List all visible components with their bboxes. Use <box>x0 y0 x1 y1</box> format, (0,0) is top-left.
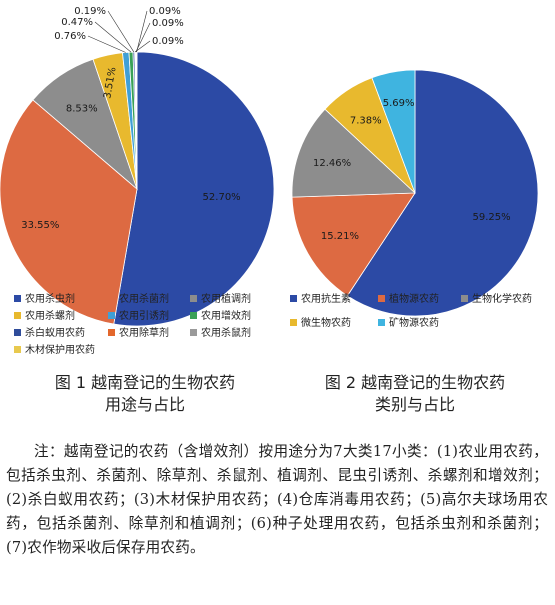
pie-chart-1: 52.70% 33.55% 8.53% 3.51% 0.76% 0.47%0.19% 0.0… <box>0 6 275 327</box>
callout-line-10 <box>136 10 148 53</box>
slice-label-4: 7.38% <box>350 115 382 126</box>
legend-swatch-4 <box>14 312 21 319</box>
callout-line-5 <box>87 35 126 53</box>
callout-line-6 <box>94 21 132 53</box>
figure-2-subtitle: 类别与占比 <box>374 395 455 414</box>
legend-swatch-10 <box>14 346 21 353</box>
figure-1-caption: 图 1 越南登记的生物农药 用途与占比 <box>20 372 270 416</box>
slice-label-3: 12.46% <box>313 158 351 169</box>
legend-label-9: 农用杀鼠剂 <box>201 326 251 339</box>
legend-swatch-8 <box>108 329 115 336</box>
pie-slice-1 <box>346 69 539 317</box>
slice-label-8: 0.09% <box>152 36 184 47</box>
slice-label-5: 5.69% <box>383 98 415 109</box>
legend-label-2: 农用杀菌剂 <box>119 292 169 305</box>
slice-label-10: 0.09% <box>149 6 181 17</box>
legend-swatch-1 <box>290 295 297 302</box>
legend-label-5: 矿物源农药 <box>389 316 439 329</box>
legend-swatch-2 <box>108 295 115 302</box>
legend-label-1: 农用杀虫剂 <box>25 292 75 305</box>
slice-label-3: 8.53% <box>66 103 98 114</box>
pie-slice-2 <box>0 99 138 325</box>
slice-label-2: 15.21% <box>321 231 359 242</box>
legend-label-4: 农用杀螺剂 <box>25 309 75 322</box>
legend-label-1: 农用抗生素 <box>301 292 351 305</box>
legend-label-10: 木材保护用农药 <box>25 343 95 356</box>
slice-label-5: 0.76% <box>54 31 86 42</box>
legend-swatch-6 <box>190 312 197 319</box>
slice-label-1: 59.25% <box>473 212 511 223</box>
slice-label-9: 0.09% <box>152 18 184 29</box>
pie-slice-1 <box>113 51 275 327</box>
legend-label-5: 农用引诱剂 <box>119 309 169 322</box>
pie-slice-5 <box>371 69 416 194</box>
figure-note: 注：越南登记的农药（含增效剂）按用途分为7大类17小类：(1)农业用农药，包括杀… <box>6 443 548 556</box>
figure-1-title: 图 1 越南登记的生物农药 <box>54 373 236 392</box>
slice-label-1: 52.70% <box>203 192 241 203</box>
legend-label-2: 植物源农药 <box>389 292 439 305</box>
legend-label-7: 杀白蚁用农药 <box>25 326 85 339</box>
charts-area: 52.70% 33.55% 8.53% 3.51% 0.76% 0.47%0.19% 0.0… <box>0 6 539 356</box>
legend-label-6: 农用增效剂 <box>201 309 251 322</box>
slice-label-4: 3.51% <box>102 66 118 99</box>
legend-label-8: 农用除草剂 <box>119 326 169 339</box>
legend-label-4: 微生物农药 <box>301 316 351 329</box>
callout-line-9 <box>135 22 151 53</box>
callout-line-7 <box>107 10 135 53</box>
legend-swatch-4 <box>290 319 297 326</box>
legend-swatch-1 <box>14 295 21 302</box>
pie-slice-2 <box>291 192 416 297</box>
figure-2-title: 图 2 越南登记的生物农药 <box>324 373 506 392</box>
legend-swatch-9 <box>190 329 197 336</box>
figure-2-caption: 图 2 越南登记的生物农药 类别与占比 <box>290 372 540 416</box>
legend-swatch-2 <box>378 295 385 302</box>
legend-swatch-3 <box>461 295 468 302</box>
slice-label-6: 0.47% <box>61 17 93 28</box>
legend-swatch-5 <box>378 319 385 326</box>
pie-slice-3 <box>291 108 416 198</box>
legend-label-3: 农用植调剂 <box>201 292 251 305</box>
legend-swatch-5 <box>108 312 115 319</box>
callout-line-8 <box>134 40 151 53</box>
legend-label-3: 生物化学农药 <box>472 292 532 305</box>
slice-label-7: 0.19% <box>74 6 106 17</box>
legend-swatch-7 <box>14 329 21 336</box>
legend-swatch-3 <box>190 295 197 302</box>
pie-chart-2: 59.25% 15.21% 12.46% 7.38%5.69% <box>291 69 539 317</box>
slice-label-2: 33.55% <box>21 220 59 231</box>
figure-1-subtitle: 用途与占比 <box>104 395 185 414</box>
